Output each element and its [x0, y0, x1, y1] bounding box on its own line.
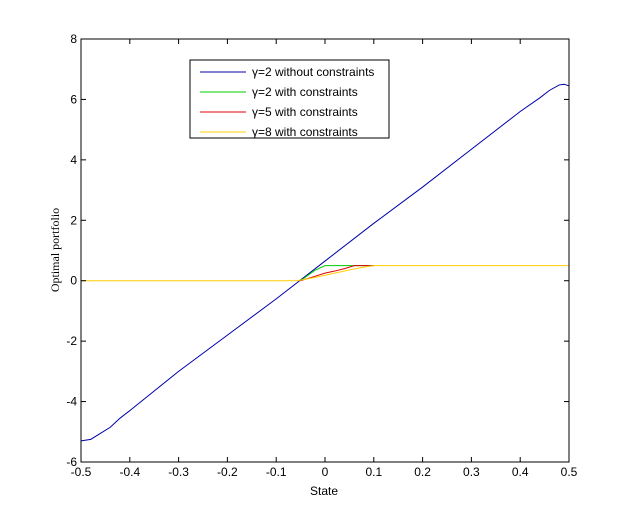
x-tick-label-2: -0.4	[119, 465, 140, 479]
x-tick-label-1: -0.5	[71, 465, 92, 479]
y-tick-label-3: -2	[66, 334, 77, 348]
legend: γ=2 without constraints γ=2 with constrai…	[189, 59, 390, 139]
x-tick-label-10: 0.4	[512, 465, 529, 479]
legend-label-3: γ=5 with constraints	[252, 105, 358, 119]
legend-label-2: γ=2 with constraints	[252, 85, 358, 99]
x-tick-label-3: -0.3	[168, 465, 189, 479]
series-line-1	[80, 83, 570, 442]
y-tick-label-8: 8	[70, 32, 77, 46]
x-tick-label-4: -0.2	[217, 465, 238, 479]
x-axis-label: State	[310, 484, 338, 498]
x-tick-label-8: 0.2	[414, 465, 431, 479]
x-tick-label-11: 0.5	[561, 465, 578, 479]
legend-label-1: γ=2 without constraints	[252, 65, 374, 79]
y-tick-label-4: 0	[70, 274, 77, 288]
x-tick-label-6: 0	[322, 465, 329, 479]
x-tick-label-5: -0.1	[266, 465, 287, 479]
y-tick-label-1: -6	[66, 455, 77, 469]
legend-label-4: γ=8 with constraints	[252, 125, 358, 139]
x-tick-label-9: 0.3	[463, 465, 480, 479]
x-tick-label-7: 0.1	[365, 465, 382, 479]
legend-box	[189, 59, 390, 139]
series-line-4	[81, 265, 569, 282]
y-tick-label-7: 6	[70, 92, 77, 106]
tick-layer: -0.5 -0.4 -0.3 -0.2 -0.1 0 0.1 0.2 0.3 0.4 0.5 -6 -4…	[66, 32, 577, 479]
y-tick-label-5: 2	[70, 213, 77, 227]
series-layer	[80, 83, 570, 442]
y-axis-label: Optimal portfolio	[48, 208, 62, 292]
y-tick-label-2: -4	[66, 395, 77, 409]
y-tick-label-6: 4	[70, 153, 77, 167]
